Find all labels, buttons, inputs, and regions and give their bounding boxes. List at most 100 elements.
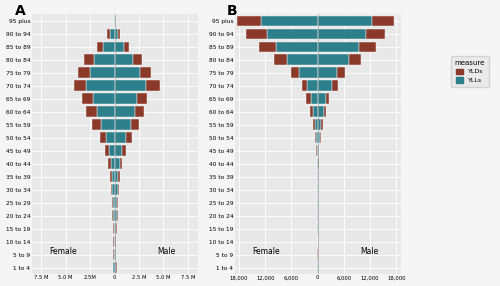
Bar bbox=[320, 132, 321, 143]
Bar bbox=[114, 120, 130, 130]
Bar bbox=[114, 262, 116, 273]
Bar bbox=[90, 67, 114, 78]
Bar bbox=[246, 29, 268, 39]
Bar bbox=[319, 145, 320, 156]
Bar bbox=[318, 106, 324, 117]
Bar bbox=[372, 15, 394, 26]
Text: Female: Female bbox=[50, 247, 77, 257]
Bar bbox=[258, 41, 276, 52]
Bar bbox=[120, 158, 122, 169]
Bar bbox=[86, 80, 115, 91]
Bar bbox=[237, 15, 261, 26]
Bar bbox=[103, 41, 115, 52]
Bar bbox=[315, 132, 316, 143]
Bar bbox=[97, 41, 103, 52]
Bar bbox=[113, 197, 114, 208]
Bar bbox=[114, 55, 133, 65]
Bar bbox=[114, 184, 117, 195]
Bar bbox=[109, 145, 114, 156]
Bar bbox=[317, 145, 318, 156]
Bar bbox=[108, 29, 110, 39]
Bar bbox=[118, 184, 119, 195]
Bar bbox=[349, 55, 362, 65]
Bar bbox=[310, 106, 313, 117]
Bar bbox=[306, 94, 310, 104]
Bar bbox=[112, 184, 114, 195]
Bar bbox=[338, 67, 345, 78]
Bar bbox=[117, 197, 118, 208]
Bar bbox=[317, 158, 318, 169]
Bar bbox=[114, 223, 116, 234]
Bar bbox=[82, 94, 93, 104]
Bar bbox=[318, 120, 322, 130]
Text: B: B bbox=[226, 4, 237, 18]
Bar bbox=[326, 94, 330, 104]
Bar bbox=[268, 29, 318, 39]
Bar bbox=[106, 145, 109, 156]
Bar bbox=[122, 145, 126, 156]
Bar bbox=[359, 41, 376, 52]
Bar bbox=[302, 80, 307, 91]
Bar bbox=[114, 171, 118, 182]
Bar bbox=[318, 15, 372, 26]
Bar bbox=[114, 145, 122, 156]
Bar bbox=[113, 210, 114, 221]
Bar bbox=[318, 29, 366, 39]
Bar bbox=[316, 145, 317, 156]
Bar bbox=[92, 120, 101, 130]
Bar bbox=[112, 197, 113, 208]
Bar bbox=[300, 67, 318, 78]
Bar bbox=[114, 197, 117, 208]
Bar bbox=[313, 120, 315, 130]
Legend: YLDs, YLLs: YLDs, YLLs bbox=[451, 56, 489, 87]
Bar bbox=[114, 158, 120, 169]
Bar bbox=[78, 67, 90, 78]
Bar bbox=[137, 94, 147, 104]
Bar bbox=[146, 80, 160, 91]
Bar bbox=[130, 120, 138, 130]
Bar bbox=[134, 106, 144, 117]
Bar bbox=[318, 94, 326, 104]
Bar bbox=[133, 55, 141, 65]
Bar bbox=[111, 184, 112, 195]
Bar bbox=[114, 106, 134, 117]
Bar bbox=[124, 41, 129, 52]
Bar bbox=[313, 106, 318, 117]
Bar bbox=[118, 29, 120, 39]
Bar bbox=[114, 236, 116, 247]
Text: A: A bbox=[15, 4, 26, 18]
Bar bbox=[114, 94, 137, 104]
Bar bbox=[261, 15, 318, 26]
Text: Female: Female bbox=[252, 247, 280, 257]
Bar bbox=[318, 132, 320, 143]
Bar bbox=[318, 80, 332, 91]
Bar bbox=[100, 132, 106, 143]
Bar bbox=[126, 132, 132, 143]
Bar bbox=[310, 94, 318, 104]
Bar bbox=[93, 94, 114, 104]
Bar bbox=[332, 80, 338, 91]
Bar bbox=[292, 67, 300, 78]
Bar bbox=[114, 41, 124, 52]
Bar bbox=[86, 106, 97, 117]
Bar bbox=[322, 120, 323, 130]
Bar bbox=[114, 210, 116, 221]
Bar bbox=[366, 29, 384, 39]
Bar bbox=[114, 80, 146, 91]
Bar bbox=[97, 106, 114, 117]
Bar bbox=[110, 171, 112, 182]
Bar bbox=[315, 120, 318, 130]
Bar bbox=[318, 67, 338, 78]
Bar bbox=[111, 158, 114, 169]
Bar bbox=[316, 132, 318, 143]
Bar bbox=[114, 249, 116, 260]
Bar bbox=[110, 29, 114, 39]
Bar bbox=[94, 55, 114, 65]
Bar bbox=[112, 171, 114, 182]
Bar bbox=[116, 210, 117, 221]
Bar bbox=[74, 80, 86, 91]
Bar bbox=[106, 132, 114, 143]
Bar bbox=[318, 41, 359, 52]
Bar bbox=[318, 55, 349, 65]
Bar bbox=[318, 145, 319, 156]
